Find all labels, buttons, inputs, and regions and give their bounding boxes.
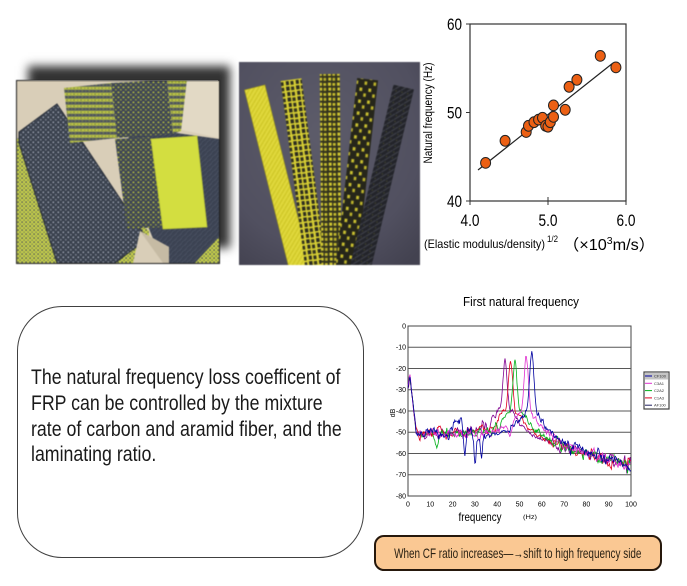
svg-text:C1A3: C1A3 xyxy=(654,395,665,400)
svg-text:90: 90 xyxy=(605,502,613,509)
svg-text:-50: -50 xyxy=(396,430,406,437)
svg-text:(Elastic modulus/density): (Elastic modulus/density) xyxy=(424,237,545,251)
svg-text:First natural frequency: First natural frequency xyxy=(463,295,580,309)
svg-text:50: 50 xyxy=(447,105,462,123)
svg-text:80: 80 xyxy=(583,502,591,509)
svg-text:50: 50 xyxy=(516,502,524,509)
svg-text:CF100: CF100 xyxy=(654,374,667,379)
svg-text:40: 40 xyxy=(493,502,501,509)
svg-text:30: 30 xyxy=(471,502,479,509)
svg-text:AF100: AF100 xyxy=(654,403,667,408)
svg-text:-10: -10 xyxy=(396,345,406,352)
svg-text:100: 100 xyxy=(625,502,637,509)
svg-text:60: 60 xyxy=(447,16,462,34)
svg-text:40: 40 xyxy=(447,193,462,211)
svg-text:dB: dB xyxy=(390,408,397,417)
svg-text:0: 0 xyxy=(402,324,406,331)
svg-text:C3A1: C3A1 xyxy=(654,381,665,386)
svg-text:1/2: 1/2 xyxy=(547,234,558,244)
svg-text:(Hz): (Hz) xyxy=(523,514,537,521)
svg-text:frequency: frequency xyxy=(459,510,502,524)
svg-text:70: 70 xyxy=(560,502,568,509)
svg-text:6.0: 6.0 xyxy=(617,212,636,230)
svg-text:-80: -80 xyxy=(396,494,406,501)
svg-text:4.0: 4.0 xyxy=(461,212,480,230)
svg-text:C2A2: C2A2 xyxy=(654,388,665,393)
svg-text:60: 60 xyxy=(538,502,546,509)
svg-text:5.0: 5.0 xyxy=(539,212,558,230)
svg-text:10: 10 xyxy=(426,502,434,509)
svg-text:-20: -20 xyxy=(396,366,406,373)
svg-text:Natural frequency (Hz): Natural frequency (Hz) xyxy=(423,62,435,163)
svg-text:-30: -30 xyxy=(396,387,406,394)
svg-text:-40: -40 xyxy=(396,409,406,416)
svg-text:0: 0 xyxy=(406,502,410,509)
svg-text:-60: -60 xyxy=(396,451,406,458)
svg-text:-70: -70 xyxy=(396,472,406,479)
svg-text:20: 20 xyxy=(449,502,457,509)
